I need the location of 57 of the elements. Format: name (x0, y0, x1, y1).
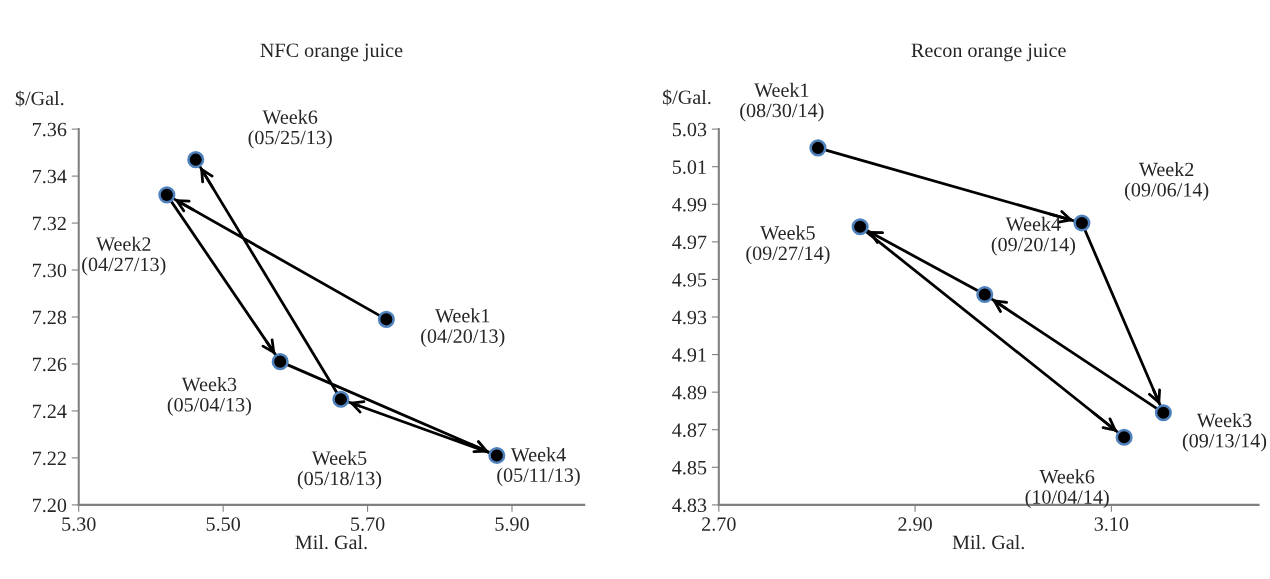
point (488, 447, 506, 465)
y-axis-title: $/Gal. (662, 89, 711, 106)
y-tick-label: 7.28 (33, 310, 67, 325)
x-tick-label: 5.30 (62, 517, 96, 531)
y-axis-title: $/Gal. (15, 90, 64, 107)
annotation: Week4 (05/11/13) (497, 447, 580, 486)
y-tick-label: 7.32 (33, 216, 66, 231)
annotation: Week3 (05/04/13) (167, 377, 251, 416)
chart-title: Recon orange juice (911, 43, 1066, 62)
y-tick-label: 4.97 (672, 235, 707, 250)
annotation: Week3 (09/13/14) (1182, 412, 1267, 452)
y-tick-label: 5.03 (672, 122, 707, 137)
y-tick-label: 7.34 (33, 169, 67, 184)
y-tick-label: 5.01 (672, 160, 706, 174)
point (332, 390, 350, 408)
point (851, 218, 869, 236)
y-tick-label: 7.26 (33, 357, 67, 372)
x-tick-label: 5.70 (351, 517, 385, 531)
y-tick-label: 4.87 (672, 423, 707, 438)
annotation: Week1 (04/20/13) (421, 308, 505, 347)
x-tick-label: 5.90 (495, 517, 529, 531)
y-tick-label: 7.20 (33, 498, 67, 513)
point (158, 186, 176, 204)
annotation: Week4 (09/20/14) (991, 216, 1076, 256)
y-tick-label: 7.22 (33, 451, 66, 466)
point (271, 353, 289, 371)
x-tick-label: 5.50 (206, 517, 241, 531)
x-tick-label: 3.10 (1094, 517, 1129, 531)
y-tick-label: 4.91 (672, 348, 706, 362)
point (187, 151, 205, 169)
chart-title: NFC orange juice (260, 43, 403, 62)
y-tick-label: 7.30 (33, 263, 67, 278)
point (1154, 404, 1172, 422)
x-axis-title: Mil. Gal. (952, 534, 1025, 550)
y-tick-label: 4.95 (672, 273, 707, 287)
y-tick-label: 4.89 (672, 385, 707, 400)
point (377, 310, 395, 328)
point (1073, 214, 1091, 232)
point (976, 285, 994, 303)
annotation: Week2 (09/06/14) (1125, 162, 1209, 201)
y-tick-label: 4.99 (672, 197, 707, 212)
annotation: Week5 (09/27/14) (746, 225, 830, 265)
x-tick-label: 2.90 (898, 517, 932, 531)
y-tick-label: 7.24 (33, 404, 67, 419)
annotation: Week1 (08/30/14) (740, 82, 824, 122)
point (809, 139, 827, 157)
annotation: Week5 (05/18/13) (297, 450, 382, 490)
y-tick-label: 4.93 (672, 310, 707, 325)
x-tick-label: 2.70 (702, 517, 736, 531)
point (1115, 428, 1133, 446)
y-tick-label: 4.85 (672, 460, 707, 475)
y-tick-label: 7.36 (33, 122, 67, 137)
x-axis-title: Mil. Gal. (295, 534, 367, 550)
annotation: Week2 (04/27/13) (82, 236, 166, 276)
annotation: Week6 (05/25/13) (248, 109, 332, 149)
y-tick-label: 4.83 (672, 498, 707, 513)
annotation: Week6 (10/04/14) (1025, 469, 1109, 508)
